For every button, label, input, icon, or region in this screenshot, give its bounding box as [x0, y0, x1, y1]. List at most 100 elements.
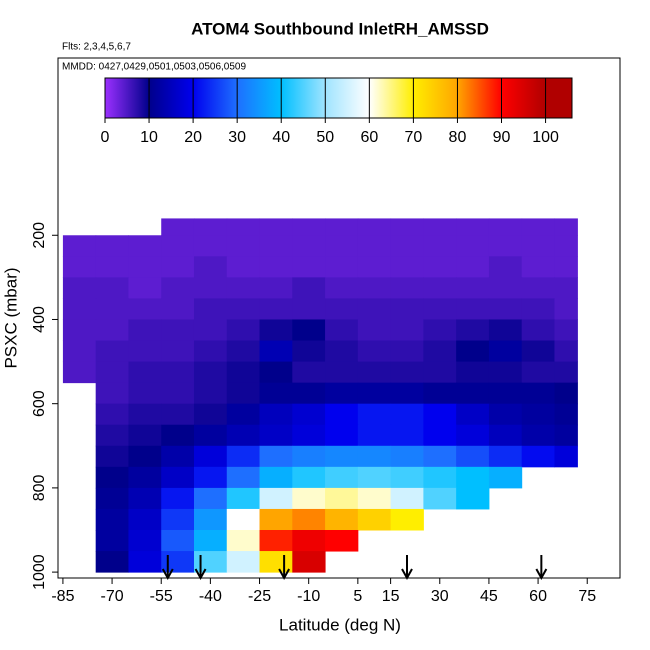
- heat-cell: [423, 235, 457, 257]
- heat-cell: [292, 403, 326, 426]
- heat-cell: [390, 382, 424, 405]
- heat-cell: [62, 277, 97, 299]
- heat-cell: [128, 340, 162, 363]
- arrow-head: [194, 568, 207, 581]
- heat-cell: [292, 361, 326, 384]
- heat-cell: [193, 277, 228, 299]
- heat-cell: [161, 424, 195, 447]
- heat-cell: [488, 277, 523, 299]
- heat-cell: [423, 340, 457, 363]
- heat-cell: [423, 256, 457, 278]
- heat-cell: [259, 361, 293, 384]
- heat-cell: [226, 551, 261, 573]
- heat-cell: [357, 382, 392, 405]
- heat-cell: [488, 382, 523, 405]
- heat-cell: [488, 403, 523, 426]
- heat-cell: [259, 382, 293, 405]
- heat-cell: [161, 382, 195, 405]
- heat-cell: [357, 298, 392, 320]
- heat-cell: [488, 235, 523, 257]
- heat-cell: [423, 319, 457, 342]
- heat-cell: [390, 466, 424, 489]
- heat-cell: [193, 361, 228, 384]
- heat-cell: [62, 319, 97, 342]
- heat-cell: [226, 235, 261, 257]
- heat-cell: [357, 277, 392, 299]
- heat-cell: [226, 319, 261, 342]
- heat-cell: [325, 218, 359, 236]
- heat-cell: [128, 551, 162, 573]
- heat-cell: [226, 256, 261, 278]
- heat-cell: [95, 403, 129, 426]
- heat-cell: [521, 361, 555, 384]
- arrow: [535, 555, 548, 581]
- heat-cell: [325, 235, 359, 257]
- heat-cell: [95, 277, 129, 299]
- heat-cell: [390, 235, 424, 257]
- heat-cell: [292, 466, 326, 489]
- annotation: MMDD: 0427,0429,0501,0503,0506,0509: [62, 62, 246, 73]
- heat-cell: [128, 277, 162, 299]
- heat-cell: [161, 256, 195, 278]
- x-axis-label: Latitude (deg N): [279, 615, 401, 634]
- heat-cell: [488, 445, 523, 468]
- heat-cell: [259, 319, 293, 342]
- heat-cell: [357, 218, 392, 236]
- heat-cell: [325, 256, 359, 278]
- heat-cell: [456, 424, 490, 447]
- heat-cell: [193, 298, 228, 320]
- subtitle: Flts: 2,3,4,5,6,7: [62, 42, 131, 53]
- heat-cell: [488, 424, 523, 447]
- heat-cell: [128, 382, 162, 405]
- heat-cell: [357, 361, 392, 384]
- heat-cell: [357, 466, 392, 489]
- heat-cell: [226, 424, 261, 447]
- heat-cell: [226, 445, 261, 468]
- heat-cell: [554, 403, 578, 426]
- heat-cell: [95, 382, 129, 405]
- heat-cell: [423, 382, 457, 405]
- y-tick-label: 200: [31, 222, 48, 249]
- heat-cell: [226, 361, 261, 384]
- heat-cell: [390, 361, 424, 384]
- heat-cell: [95, 508, 129, 531]
- y-tick-label: 600: [31, 390, 48, 417]
- heat-cell: [456, 403, 490, 426]
- heat-cell: [292, 277, 326, 299]
- heat-cell: [161, 298, 195, 320]
- heat-cell: [226, 277, 261, 299]
- heat-cell: [292, 424, 326, 447]
- heat-cell: [357, 235, 392, 257]
- heat-cell: [325, 445, 359, 468]
- heat-cell: [62, 361, 97, 384]
- heat-cell: [259, 298, 293, 320]
- heat-cell: [226, 466, 261, 489]
- heat-cell: [521, 340, 555, 363]
- heat-cell: [488, 218, 523, 236]
- heat-cell: [95, 445, 129, 468]
- heat-cell: [325, 487, 359, 510]
- colorbar-tick-label: 0: [101, 129, 110, 146]
- heat-cell: [161, 466, 195, 489]
- y-axis-label: PSXC (mbar): [1, 267, 20, 368]
- heat-cell: [521, 445, 555, 468]
- heat-cell: [259, 530, 293, 552]
- heat-cell: [521, 218, 555, 236]
- heat-cell: [128, 424, 162, 447]
- heat-cell: [456, 298, 490, 320]
- heat-cell: [292, 551, 326, 573]
- heat-cell: [292, 256, 326, 278]
- x-tick-label: 75: [578, 588, 596, 605]
- heat-cell: [259, 424, 293, 447]
- heat-cell: [193, 530, 228, 552]
- arrow-head: [278, 568, 290, 581]
- heat-cell: [325, 340, 359, 363]
- colorbar-tick-label: 100: [532, 129, 559, 146]
- heat-cell: [193, 340, 228, 363]
- heat-cell: [456, 218, 490, 236]
- heat-cell: [259, 340, 293, 363]
- heat-cell: [259, 445, 293, 468]
- y-tick-label: 1000: [31, 554, 48, 590]
- heat-cell: [292, 298, 326, 320]
